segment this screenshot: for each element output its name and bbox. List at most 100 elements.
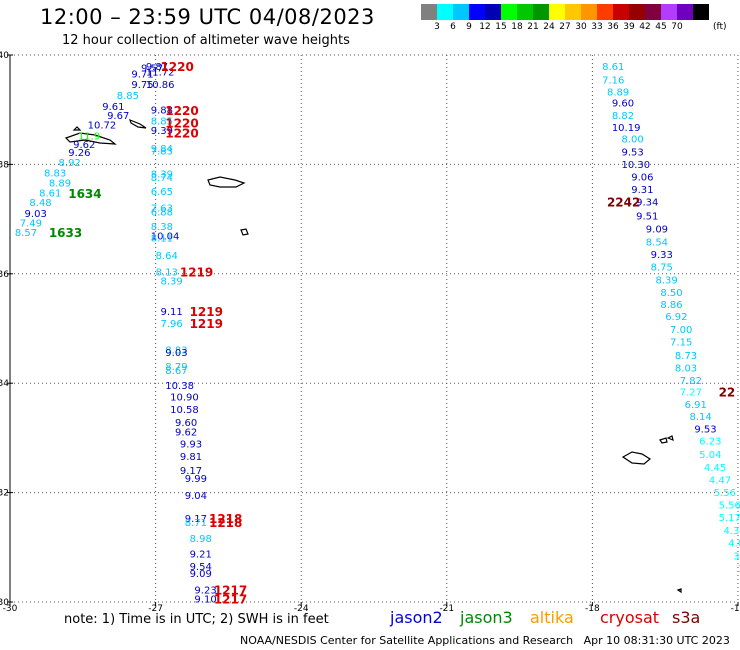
- swh-label: 9.09: [646, 224, 668, 235]
- swh-label: 9.54: [190, 562, 212, 573]
- y-tick-label: 32: [0, 489, 9, 499]
- swh-label: 9.03: [25, 209, 47, 220]
- swh-label: 8.71: [185, 518, 207, 529]
- swh-label: 8.48: [29, 198, 51, 209]
- time-label: 22: [719, 385, 736, 399]
- swh-label: 4.45: [704, 463, 726, 474]
- island-outline: [621, 451, 652, 465]
- color-scale-tick: 18: [511, 22, 523, 32]
- swh-label: 7.15: [670, 338, 692, 349]
- swh-label: 9.21: [190, 549, 212, 560]
- swh-label: 10.19: [612, 123, 641, 134]
- swh-label: 8.82: [612, 111, 634, 122]
- swh-label: 9.62: [175, 427, 197, 438]
- color-swatch: [501, 4, 517, 20]
- time-label: 1220: [160, 60, 193, 74]
- time-label: 1219: [190, 317, 223, 331]
- island-outline: [676, 588, 682, 594]
- time-label: 1220: [165, 116, 198, 130]
- island-outline: [129, 118, 147, 129]
- swh-label: 6.23: [699, 437, 721, 448]
- color-swatch: [469, 4, 485, 20]
- map-axes: -30 -27 -24 -21 -18 -15 40 38 36 34 32 30: [0, 51, 740, 614]
- swh-label: 8.85: [117, 91, 139, 102]
- x-tick-label: -27: [148, 604, 163, 614]
- color-swatch: [453, 4, 469, 20]
- swh-label: 10.72: [88, 120, 117, 131]
- swh-label: 5.17: [719, 513, 740, 524]
- swh-label: 9.26: [68, 148, 90, 159]
- swh-label: 9.10: [194, 595, 216, 606]
- chart-title: 12:00 – 23:59 UTC 04/08/2023: [40, 5, 375, 29]
- island-outline: [207, 176, 246, 188]
- swh-label: 8.86: [660, 300, 682, 311]
- color-scale-tick: 21: [527, 22, 539, 32]
- swh-label: 9.81: [180, 452, 202, 463]
- swh-label: 9.06: [631, 172, 653, 183]
- x-tick-label: -15: [731, 604, 740, 614]
- island-outline: [64, 132, 117, 145]
- swh-label: 9.88: [151, 106, 173, 117]
- color-scale-tick: 33: [591, 22, 603, 32]
- color-swatch: [677, 4, 693, 20]
- time-label: 1218: [209, 512, 242, 526]
- color-scale-bar: [421, 4, 709, 20]
- time-label: 1220: [165, 104, 198, 118]
- swh-label: 6.91: [685, 400, 707, 411]
- swh-label: 7.83: [151, 147, 173, 158]
- swh-label: 8.74: [151, 173, 173, 184]
- x-tick-label: -24: [294, 604, 309, 614]
- swh-label: 8.14: [689, 412, 711, 423]
- swh-label: 9.17: [185, 514, 207, 525]
- swh-label: 10.90: [170, 392, 199, 403]
- color-scale-tick: 12: [479, 22, 491, 32]
- y-tick-label: 40: [0, 51, 9, 61]
- color-scale-unit: (ft): [713, 22, 727, 32]
- legend-item-s3a: s3a: [672, 608, 701, 627]
- swh-label: 6.92: [665, 312, 687, 323]
- swh-label: 8.39: [160, 276, 182, 287]
- color-scale-tick: 30: [575, 22, 587, 32]
- color-scale-tick: 27: [559, 22, 571, 32]
- swh-label: 8.85: [151, 117, 173, 128]
- swh-label: 9.09: [190, 569, 212, 580]
- swh-label: 9.87: [146, 62, 168, 73]
- color-swatch: [549, 4, 565, 20]
- swh-label: 9.23: [194, 585, 216, 596]
- x-tick-label: -18: [585, 604, 600, 614]
- swh-label: 8.11: [151, 234, 173, 245]
- color-scale-tick: 39: [623, 22, 635, 32]
- color-swatch: [661, 4, 677, 20]
- color-scale-tick: 6: [450, 22, 456, 32]
- color-swatch: [565, 4, 581, 20]
- color-scale-tick: 42: [639, 22, 651, 32]
- swh-label: 9.53: [622, 147, 644, 158]
- swh-label: 8.03: [675, 363, 697, 374]
- color-swatch: [693, 4, 709, 20]
- swh-label: 8.75: [651, 263, 673, 274]
- swh-label: 8.98: [190, 534, 212, 545]
- color-swatch: [581, 4, 597, 20]
- swh-label: 8.50: [660, 288, 682, 299]
- swh-label: 9.57: [141, 64, 163, 75]
- swh-label: 7.00: [670, 325, 692, 336]
- swh-label: 8.79: [165, 362, 187, 373]
- swh-label: 7.49: [20, 218, 42, 229]
- legend-item-jason2: jason2: [390, 608, 443, 627]
- swh-label: 9.17: [180, 466, 202, 477]
- swh-label: 5.04: [699, 450, 721, 461]
- island-outlines: [64, 118, 682, 594]
- legend-item-cryosat: cryosat: [600, 608, 660, 627]
- swh-label: 7.96: [160, 319, 182, 330]
- color-scale-tick: 15: [495, 22, 507, 32]
- swh-label: 7.27: [680, 387, 702, 398]
- swh-label: 10.58: [170, 405, 199, 416]
- chart-subtitle: 12 hour collection of altimeter wave hei…: [62, 33, 350, 48]
- swh-label: 5.56: [714, 488, 736, 499]
- island-outline: [659, 437, 668, 444]
- swh-label: 8.89: [607, 88, 629, 99]
- color-scale-tick: 3: [434, 22, 440, 32]
- swh-label: 9.75: [131, 80, 153, 91]
- swh-label: 8.00: [622, 135, 644, 146]
